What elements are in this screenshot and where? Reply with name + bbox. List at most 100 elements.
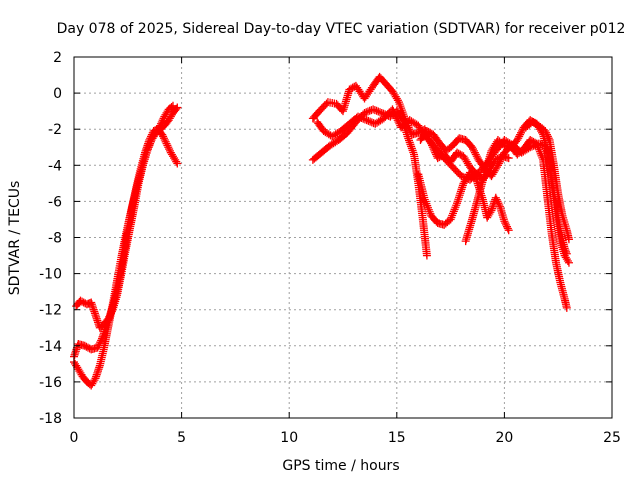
x-axis-label: GPS time / hours [282, 458, 399, 474]
data-point [354, 112, 363, 121]
data-point [493, 161, 502, 170]
data-point [562, 303, 571, 312]
data-point [107, 307, 116, 316]
data-point [370, 106, 379, 115]
data-point [469, 146, 478, 155]
y-tick-label: 2 [53, 50, 62, 66]
data-point [472, 152, 481, 161]
data-point [515, 132, 524, 141]
data-point [561, 246, 570, 255]
data-point [544, 134, 553, 143]
data-point [163, 141, 172, 150]
data-point [362, 108, 371, 117]
data-point [159, 134, 168, 143]
data-point [404, 136, 413, 145]
data-point [397, 104, 406, 113]
y-tick-label: -18 [39, 411, 62, 427]
x-tick-label: 20 [495, 430, 513, 446]
data-point [158, 116, 167, 125]
y-tick-label: -6 [48, 194, 62, 210]
chart-title: Day 078 of 2025, Sidereal Day-to-day VTE… [57, 21, 626, 37]
data-point [422, 251, 431, 260]
data-point [504, 226, 513, 235]
data-point [470, 148, 479, 157]
x-tick-label: 0 [70, 430, 79, 446]
data-point [494, 159, 503, 168]
data-point [564, 235, 573, 244]
data-point [165, 145, 174, 154]
y-tick-label: -10 [39, 267, 62, 283]
data-point [563, 256, 572, 265]
data-point [160, 136, 169, 145]
data-point [516, 130, 525, 139]
data-point [517, 127, 526, 136]
data-point [172, 157, 181, 166]
x-tick-label: 5 [177, 430, 186, 446]
data-point [144, 143, 153, 152]
data-point [502, 222, 511, 231]
y-tick-label: -8 [48, 231, 62, 247]
y-tick-label: -4 [48, 158, 62, 174]
data-point [173, 159, 182, 168]
y-tick-label: -2 [48, 122, 62, 138]
data-point [157, 117, 166, 126]
data-point [106, 311, 115, 320]
data-point [364, 116, 373, 125]
data-point [372, 106, 381, 115]
data-point [396, 102, 405, 111]
data-point [403, 132, 412, 141]
data-point [504, 154, 513, 163]
data-point [498, 152, 507, 161]
data-point [495, 157, 504, 166]
data-point [399, 112, 408, 121]
data-point [409, 148, 418, 157]
data-point [502, 220, 511, 229]
data-point [393, 116, 402, 125]
series-track-3 [72, 101, 177, 332]
data-point [493, 197, 502, 206]
data-point [391, 112, 400, 121]
data-point [159, 114, 168, 123]
y-tick-label: -14 [39, 339, 62, 355]
data-point [363, 107, 372, 116]
y-tick-label: -16 [39, 375, 62, 391]
data-point [104, 314, 113, 323]
data-point [491, 193, 500, 202]
data-point [405, 125, 414, 134]
data-point [392, 114, 401, 123]
data-point [517, 128, 526, 137]
data-point [376, 108, 385, 117]
data-point [406, 140, 415, 149]
data-point [469, 145, 478, 154]
data-point [143, 145, 152, 154]
data-point [471, 150, 480, 159]
data-point [357, 114, 366, 123]
data-point [404, 134, 413, 143]
data-point [407, 144, 416, 153]
data-point [391, 110, 400, 119]
data-point [542, 128, 551, 137]
data-layer [70, 72, 573, 390]
data-point [159, 132, 168, 141]
data-point [394, 98, 403, 107]
data-point [514, 134, 523, 143]
y-tick-label: -12 [39, 303, 62, 319]
data-point [158, 130, 167, 139]
data-point [543, 130, 552, 139]
data-point [162, 139, 171, 148]
data-point [390, 108, 399, 117]
data-point [543, 132, 552, 141]
data-point [105, 312, 114, 321]
data-point [500, 217, 509, 226]
data-point [167, 102, 176, 111]
series-track-10 [521, 117, 573, 244]
data-point [388, 105, 397, 114]
series-track-9 [416, 127, 571, 312]
data-point [407, 142, 416, 151]
data-point [165, 146, 174, 155]
data-point [366, 117, 375, 126]
data-point [393, 96, 402, 105]
data-point [399, 110, 408, 119]
data-point [374, 107, 383, 116]
